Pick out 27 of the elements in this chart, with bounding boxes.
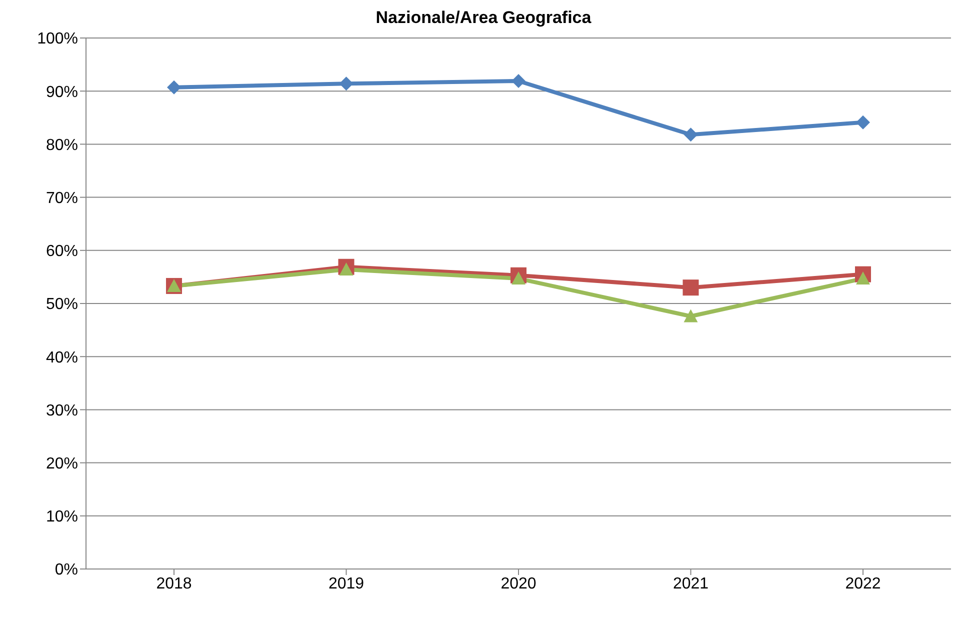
point (682, 280, 699, 296)
chart-title: Nazionale/Area Geografica (374, 8, 592, 28)
x-tick-label: 2018 (156, 575, 192, 592)
x-tick-label: 2021 (672, 575, 709, 592)
x-tick-label: 2019 (328, 575, 364, 592)
point (339, 76, 354, 91)
y-tick-label: 80% (46, 136, 78, 154)
y-tick-label: 30% (46, 402, 78, 420)
x-tick-label: 2020 (500, 575, 536, 592)
point (684, 128, 698, 142)
point (856, 115, 870, 130)
point (684, 309, 698, 322)
y-tick-label: 40% (46, 349, 78, 366)
y-tick-label: 20% (46, 455, 78, 472)
point (512, 74, 526, 88)
y-tick-label: 90% (46, 84, 78, 101)
y-tick-label: 60% (46, 243, 78, 260)
y-tick-label: 10% (46, 508, 78, 526)
point (512, 272, 526, 285)
point (167, 80, 181, 94)
point (856, 272, 870, 285)
point (339, 262, 354, 276)
y-tick-label: 100% (37, 30, 78, 48)
y-tick-label: 70% (46, 190, 78, 207)
y-tick-label: 50% (46, 296, 78, 314)
x-tick-label: 2022 (845, 575, 881, 592)
y-tick-label: 0% (54, 562, 78, 579)
